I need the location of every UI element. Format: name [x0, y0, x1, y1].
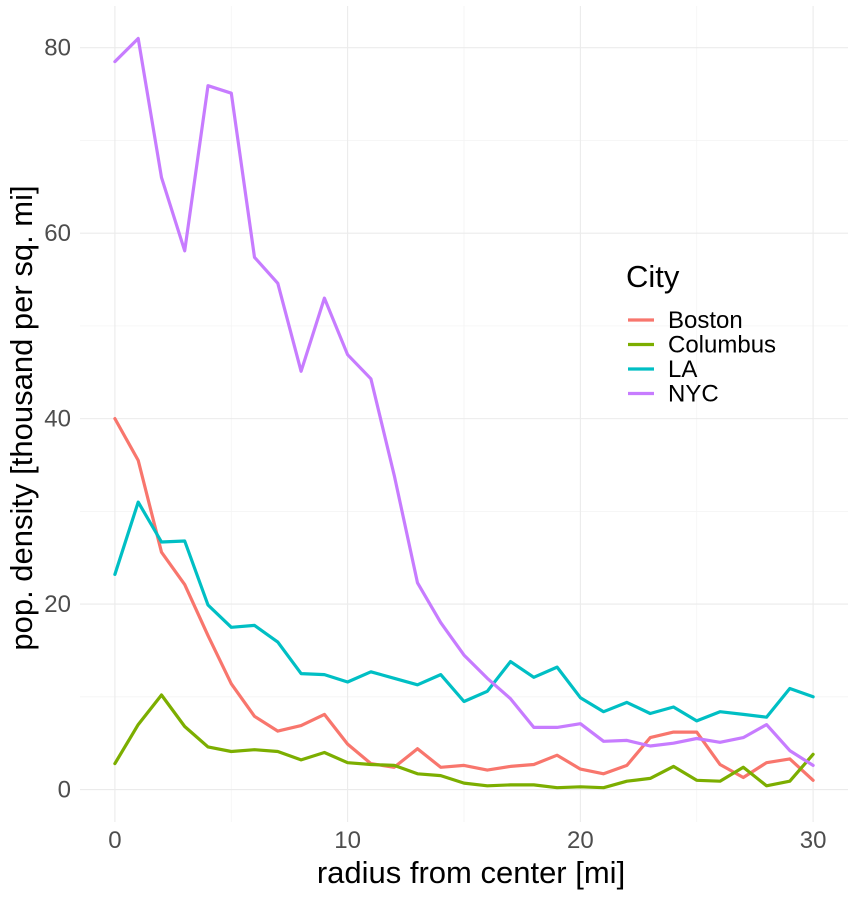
x-axis-ticks: 0 10 20 30: [108, 827, 826, 854]
x-tick-label: 20: [567, 827, 594, 854]
series-line-boston: [113, 417, 815, 782]
x-tick-label: 10: [334, 827, 361, 854]
x-tick-label: 0: [108, 827, 121, 854]
y-tick-label: 60: [44, 220, 71, 247]
x-axis-title: radius from center [mi]: [317, 855, 625, 890]
y-tick-label: 40: [44, 406, 71, 433]
y-axis-ticks: 0 20 40 60 80: [44, 35, 71, 804]
series-lines: [113, 36, 815, 790]
y-tick-label: 0: [58, 777, 71, 804]
grid: [80, 6, 848, 822]
legend-label-la: LA: [668, 356, 697, 383]
legend-label-nyc: NYC: [668, 381, 719, 408]
y-axis-title: pop. density [thousand per sq. mi]: [4, 185, 39, 650]
y-tick-label: 20: [44, 591, 71, 618]
legend-label-columbus: Columbus: [668, 332, 776, 359]
series-line-nyc: [113, 36, 815, 768]
legend-title: City: [626, 259, 680, 294]
series-line-la: [113, 500, 815, 723]
series-line-columbus: [113, 693, 815, 790]
y-tick-label: 80: [44, 35, 71, 62]
legend-label-boston: Boston: [668, 307, 743, 334]
x-tick-label: 30: [800, 827, 827, 854]
